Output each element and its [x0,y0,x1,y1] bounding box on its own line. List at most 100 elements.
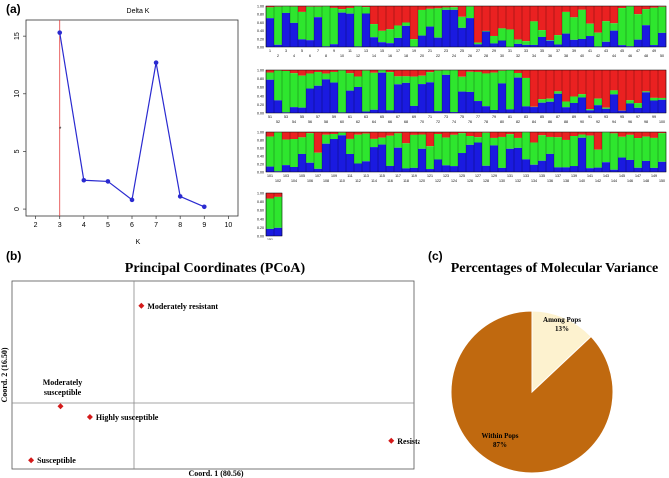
structure-bar-54-red [290,70,299,74]
structure-bar-8-green [322,6,331,47]
structure-bar-6-green [306,6,315,41]
structure-xtick-label: 150 [659,179,665,183]
structure-bar-120-blue [418,148,427,172]
structure-bar-52-green [274,70,283,101]
structure-bar-96-blue [626,103,635,113]
structure-bar-142-green [594,149,603,168]
structure-bar-33-green [522,41,531,45]
structure-bar-50-red [658,6,667,7]
structure-bar-111-red [346,132,355,139]
structure-bar-115-blue [378,144,387,172]
structure-xtick-label: 47 [636,49,640,53]
structure-bar-58-red [322,70,331,74]
structure-xtick-label: 59 [332,115,336,119]
structure-bar-49-red [650,6,659,8]
structure-bar-71-green [426,72,435,83]
structure-bar-119-green [410,134,419,168]
structure-bar-138-red [562,132,571,140]
structure-xtick-label: 96 [628,120,632,124]
structure-bar-82-blue [514,77,523,113]
structure-xtick-label: 50 [660,54,664,58]
structure-bar-51-green [266,72,275,80]
structure-xtick-label: 122 [435,179,441,183]
structure-xtick-label: 103 [283,174,289,178]
structure-bar-70-blue [418,84,427,113]
structure-ytick-label: 0.60 [257,209,264,213]
structure-bar-95-red [618,70,627,111]
structure-xtick-label: 130 [499,179,505,183]
structure-xtick-label: 17 [396,49,400,53]
structure-xtick-label: 37 [556,49,560,53]
structure-bar-9-green [330,7,339,45]
structure-xtick-label: 127 [475,174,481,178]
structure-bar-142-red [594,132,603,150]
structure-xtick-label: 3 [285,49,287,53]
structure-bar-77-green [474,71,483,102]
delta-k-ytick-label: 15 [14,32,21,40]
structure-bar-148-red [642,132,651,137]
delta-k-point [105,179,111,184]
structure-ytick-label: 1.00 [257,192,264,196]
structure-bar-92-blue [594,105,603,113]
structure-xtick-label: 83 [524,115,528,119]
structure-xtick-label: 120 [419,179,425,183]
structure-bar-128-green [482,132,491,166]
structure-ytick-label: 0.60 [257,86,264,90]
structure-xtick-label: 149 [651,174,657,178]
structure-bar-43-blue [602,41,611,47]
structure-bar-113-blue [362,161,371,172]
structure-bar-50-green [658,6,667,33]
structure-bar-69-green [410,76,419,106]
structure-bar-141-red [586,132,595,136]
structure-bar-103-blue [282,165,291,172]
structure-bar-110-green [338,132,347,136]
structure-bar-74-blue [450,112,459,113]
structure-bar-17-green [394,25,403,38]
pcoa-chart: Moderately resistant Moderately susceptibl… [0,280,420,478]
structure-bar-34-green [530,21,539,45]
structure-xtick-label: 32 [516,54,520,58]
structure-bar-138-green [562,139,571,168]
structure-bar-35-red [538,6,547,31]
structure-bar-76-red [466,70,475,72]
structure-xtick-label: 39 [572,49,576,53]
structure-bar-94-green [610,90,619,95]
pcoa-point [388,437,395,444]
structure-xtick-label: 79 [492,115,496,119]
structure-bar-100-blue [658,99,667,113]
structure-xtick-label: 29 [492,49,496,53]
structure-bar-59-red [330,70,339,72]
structure-bar-152-blue [274,227,283,236]
structure-xtick-label: 40 [580,54,584,58]
structure-bar-38-blue [562,33,571,47]
structure-bar-133-blue [522,159,531,172]
delta-k-xtick-label: 5 [106,222,110,229]
structure-bar-121-green [426,146,435,170]
structure-bar-17-blue [394,37,403,47]
structure-bar-149-blue [650,167,659,172]
structure-bar-11-red [346,6,355,8]
structure-bar-74-green [450,70,459,113]
structure-bar-100-red [658,70,667,98]
delta-k-xlabel: K [136,239,141,246]
structure-bar-98-green [642,91,651,93]
structure-xtick-label: 25 [460,49,464,53]
structure-bar-70-red [418,70,427,76]
structure-bar-53-red [282,70,291,71]
structure-xtick-label: 137 [555,174,561,178]
structure-xtick-label: 109 [331,174,337,178]
delta-k-series-line [59,32,205,208]
structure-xtick-label: 114 [371,179,377,183]
structure-xtick-label: 87 [556,115,560,119]
structure-xtick-label: 45 [620,49,624,53]
structure-bar-7-blue [314,17,323,47]
structure-bar-108-green [322,134,331,144]
structure-xtick-label: 135 [539,174,545,178]
structure-xtick-label: 133 [523,174,529,178]
structure-xtick-label: 111 [347,174,352,178]
structure-xtick-label: 67 [396,115,400,119]
delta-k-xtick-label: 3 [58,222,62,229]
pcoa-frame [11,280,415,470]
structure-bar-101-red [266,132,275,137]
structure-xtick-label: 26 [468,54,472,58]
